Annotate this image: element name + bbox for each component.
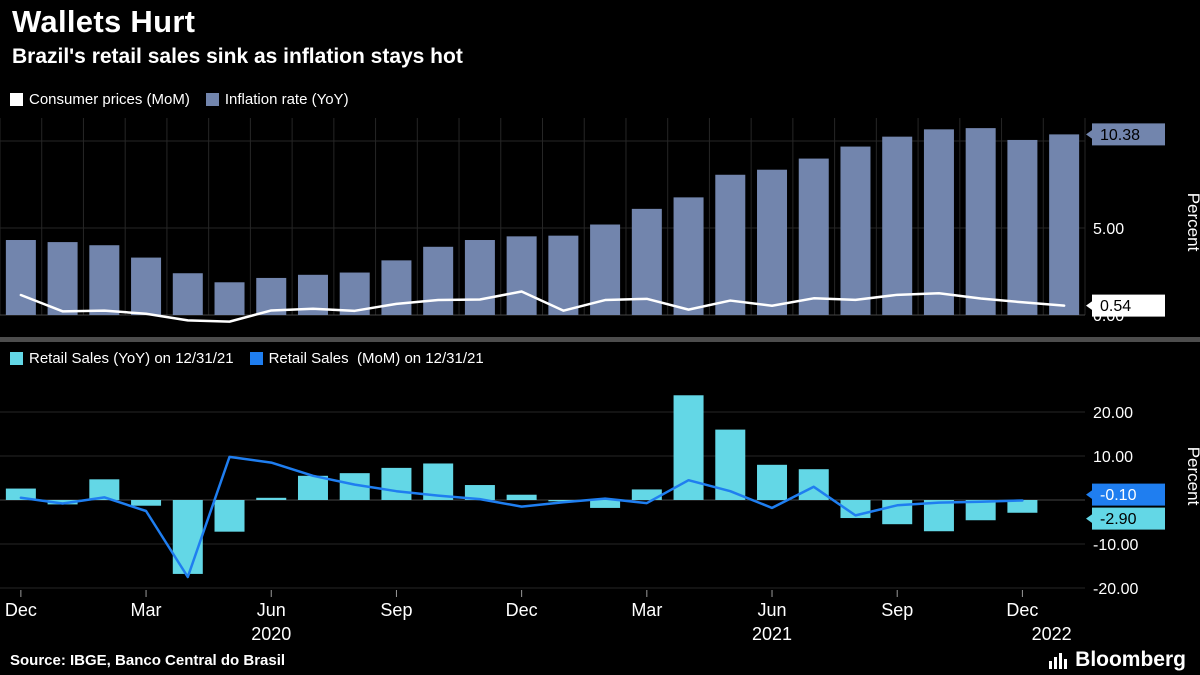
legend-label-inflation-rate: Inflation rate (YoY) (224, 91, 349, 108)
x-axis-tick-label: Sep (881, 600, 913, 620)
legend-item-retail-yoy: Retail Sales (YoY) on 12/31/21 (10, 350, 234, 367)
inflation-yoy-bar (840, 146, 871, 315)
retail-yoy-bar (631, 489, 662, 500)
inflation-yoy-bar (423, 246, 454, 315)
callout-pointer (1086, 513, 1093, 524)
consumer-prices-mom-line (19, 290, 1066, 323)
inflation-yoy-bar (798, 158, 829, 315)
panel-divider (0, 337, 1200, 342)
x-axis-year-label: 2020 (251, 624, 291, 644)
retail-yoy-bar (297, 475, 328, 500)
callout-pointer (1086, 129, 1093, 140)
retail-yoy-bar (590, 500, 621, 508)
x-axis-tick-label: Sep (380, 600, 412, 620)
retail-yoy-swatch (10, 352, 23, 365)
callout-box (1092, 507, 1165, 530)
inflation-rate-swatch (205, 93, 219, 106)
y-axis-tick-label: -10.00 (1093, 537, 1138, 554)
x-axis-year-label: 2021 (752, 624, 792, 644)
inflation-yoy-bar (506, 236, 537, 315)
inflation-yoy-bar (548, 235, 579, 315)
x-axis-tick-label: Jun (758, 600, 787, 620)
inflation-yoy-bar (757, 169, 788, 315)
retail-yoy-bar (214, 500, 245, 532)
retail-yoy-bar (506, 494, 537, 500)
retail-yoy-bar (923, 500, 954, 532)
retail-sales-chart: 20.00 10.00 -10.00 -20.00 Percent -0.10 -2.90 D… (0, 395, 1200, 644)
inflation-yoy-bar (464, 240, 495, 315)
callout-value: -0.10 (1100, 487, 1137, 504)
x-axis-tick-label: Dec (506, 600, 538, 620)
retail-yoy-bar (673, 395, 704, 500)
legend-label-consumer-prices: Consumer prices (MoM) (29, 91, 190, 108)
y-axis-title: Percent (1184, 193, 1200, 252)
callout-box (1092, 483, 1165, 506)
retail-yoy-bar (965, 500, 996, 521)
source-note: Source: IBGE, Banco Central do Brasil (10, 652, 286, 669)
callout-pointer (1086, 300, 1093, 311)
x-axis-tick-label: Mar (631, 600, 662, 620)
callout-box (1092, 123, 1165, 146)
bloomberg-wordmark: Bloomberg (1075, 648, 1186, 671)
y-axis-title: Percent (1184, 447, 1200, 506)
retail-yoy-bar (89, 479, 120, 500)
callout-value: 10.38 (1100, 127, 1140, 144)
retail-yoy-bar (548, 500, 579, 502)
retail-yoy-bar (464, 485, 495, 500)
legend-item-retail-mom: Retail Sales (MoM) on 12/31/21 (249, 350, 484, 367)
retail-mom-swatch (249, 352, 263, 365)
legend-item-inflation-rate: Inflation rate (YoY) (205, 91, 349, 108)
y-axis-tick-label: 20.00 (1093, 405, 1133, 422)
inflation-yoy-bar (673, 197, 704, 315)
retail-yoy-bar (5, 488, 36, 500)
inflation-yoy-bar (131, 257, 162, 315)
bloomberg-logo: Bloomberg (1048, 648, 1186, 672)
legend-item-consumer-prices: Consumer prices (MoM) (10, 91, 190, 108)
x-axis-tick-label: Mar (131, 600, 162, 620)
inflation-yoy-bar (715, 174, 746, 315)
x-axis-tick-label: Dec (5, 600, 37, 620)
page-subtitle: Brazil's retail sales sink as inflation … (12, 45, 463, 68)
inflation-yoy-bar (172, 273, 203, 315)
retail-yoy-bar (131, 500, 162, 506)
y-axis-tick-label: 10.00 (1093, 449, 1133, 466)
retail-yoy-bar (172, 500, 203, 574)
y-axis-tick-label: 5.00 (1093, 221, 1124, 238)
retail-yoy-bar (757, 464, 788, 500)
inflation-yoy-bar (631, 208, 662, 315)
retail-yoy-bar (381, 467, 412, 500)
inflation-yoy-bar (965, 128, 996, 315)
page-title: Wallets Hurt (12, 4, 196, 39)
inflation-yoy-bar (5, 240, 36, 315)
y-axis-tick-label: -20.00 (1093, 581, 1138, 598)
inflation-yoy-bar (47, 242, 78, 315)
x-axis-year-label: 2022 (1032, 624, 1072, 644)
retail-yoy-bar (1007, 500, 1038, 513)
inflation-yoy-bar (923, 129, 954, 315)
x-axis-tick-label: Jun (257, 600, 286, 620)
legend-label-retail-yoy: Retail Sales (YoY) on 12/31/21 (29, 350, 234, 367)
callout-value: -2.90 (1100, 511, 1137, 528)
retail-mom-line (19, 455, 1024, 579)
retail-yoy-bar (256, 497, 287, 500)
bloomberg-logo-icon (1049, 653, 1068, 669)
inflation-yoy-bar (882, 136, 913, 315)
bottom-legend: Retail Sales (YoY) on 12/31/21 Retail Sa… (10, 350, 484, 367)
callout-value: 0.54 (1100, 298, 1131, 315)
inflation-yoy-bar (89, 245, 120, 315)
top-legend: Consumer prices (MoM) Inflation rate (Yo… (10, 91, 349, 108)
callout-pointer (1086, 489, 1093, 500)
consumer-prices-swatch (10, 93, 23, 106)
x-axis-tick-label: Dec (1006, 600, 1038, 620)
legend-label-retail-mom: Retail Sales (MoM) on 12/31/21 (268, 350, 484, 367)
callout-box (1092, 294, 1165, 317)
retail-yoy-bar (47, 500, 78, 505)
inflation-yoy-bar (1007, 139, 1038, 315)
inflation-yoy-bar (1049, 134, 1080, 315)
inflation-yoy-bar (214, 282, 245, 315)
